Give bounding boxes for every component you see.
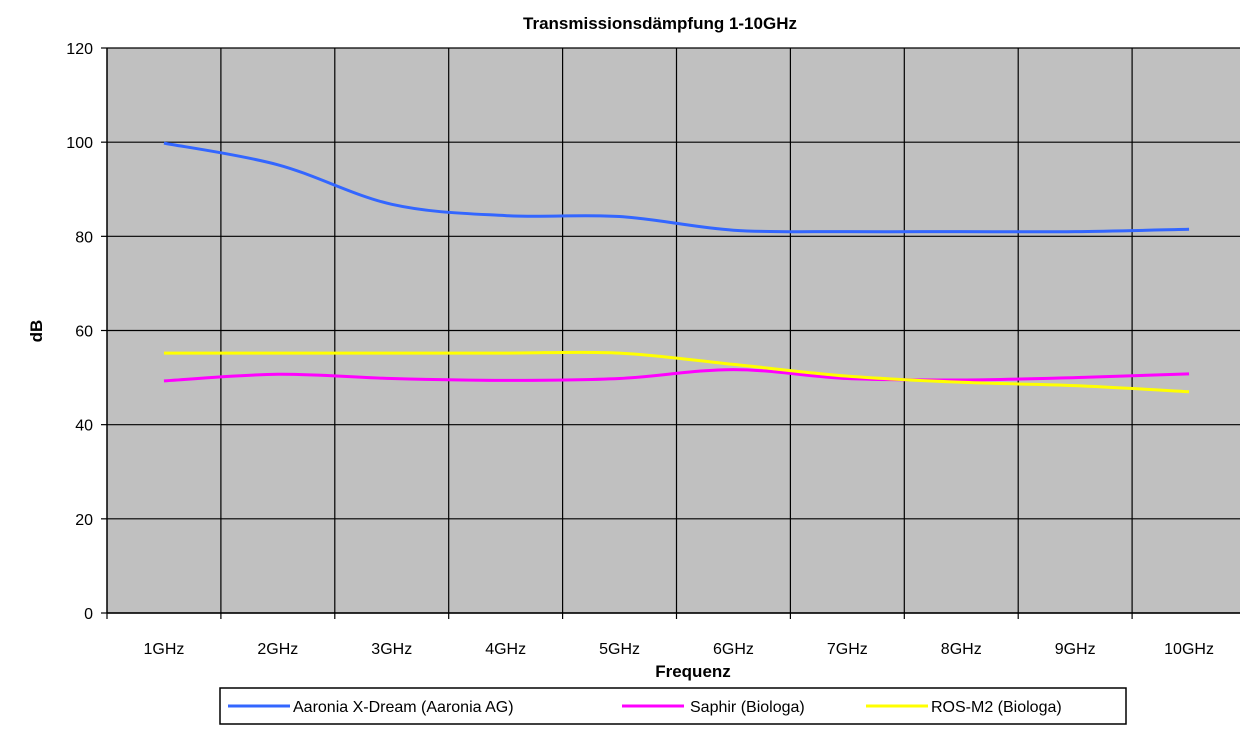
series-lines [163, 141, 1190, 394]
series-line-1 [163, 141, 1190, 234]
x-axis-label: Frequenz [655, 662, 731, 681]
chart-title: Transmissionsdämpfung 1-10GHz [523, 14, 797, 33]
y-axis-label: dB [27, 320, 46, 343]
y-tick-label: 100 [66, 135, 93, 152]
y-tick-labels: 0 20 40 60 80 100 120 [66, 41, 93, 623]
legend: Aaronia X-Dream (Aaronia AG) Saphir (Biol… [219, 687, 1127, 725]
x-tick-label: 1GHz [143, 641, 184, 658]
axes [101, 47, 1240, 619]
x-tick-label: 3GHz [371, 641, 412, 658]
y-tick-label: 120 [66, 41, 93, 58]
x-tick-label: 9GHz [1055, 641, 1096, 658]
x-tick-label: 6GHz [713, 641, 754, 658]
y-tick-label: 20 [75, 512, 93, 529]
y-tick-label: 40 [75, 418, 93, 435]
y-tick-label: 80 [75, 229, 93, 246]
x-tick-labels: 1GHz 2GHz 3GHz 4GHz 5GHz 6GHz 7GHz 8GHz 9GHz 10GH… [143, 641, 1213, 658]
x-tick-label: 2GHz [257, 641, 298, 658]
x-tick-label: 4GHz [485, 641, 526, 658]
series-line-3 [163, 350, 1190, 394]
x-tick-label: 5GHz [599, 641, 640, 658]
x-tick-label: 8GHz [941, 641, 982, 658]
legend-label-2: Saphir (Biologa) [690, 699, 805, 716]
legend-label-3: ROS-M2 (Biologa) [931, 699, 1062, 716]
y-tick-label: 0 [84, 606, 93, 623]
series-line-2 [163, 368, 1190, 383]
x-tick-label: 7GHz [827, 641, 868, 658]
x-tick-label: 10GHz [1164, 641, 1214, 658]
y-tick-label: 60 [75, 324, 93, 341]
legend-label-1: Aaronia X-Dream (Aaronia AG) [293, 699, 514, 716]
